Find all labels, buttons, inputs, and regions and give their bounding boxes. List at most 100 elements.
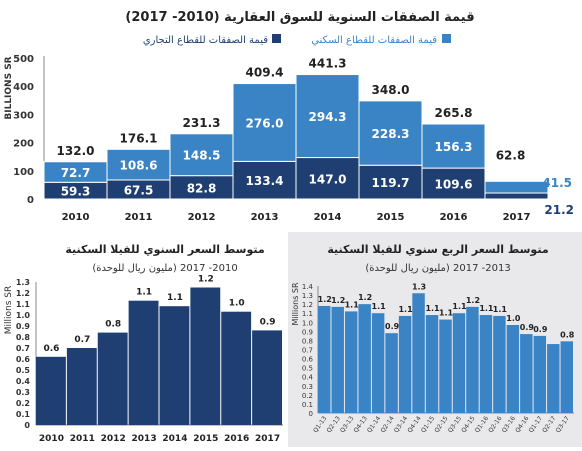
data-label: 0.7 (74, 335, 90, 345)
y-tick-label: 0.6 (16, 355, 31, 364)
bar (385, 333, 398, 413)
data-label: 1.2 (466, 296, 480, 305)
data-label-total: 62.8 (496, 148, 526, 162)
bar-commercial (421, 167, 486, 200)
data-label: 1.2 (198, 275, 214, 285)
data-label-total: 409.4 (246, 66, 284, 80)
x-tick-label: 2012 (101, 434, 126, 444)
y-tick-label: 0.5 (16, 366, 31, 375)
data-label-residential: 156.3 (435, 140, 473, 154)
y-tick-label: 0.6 (302, 356, 314, 364)
data-label: 1.0 (229, 299, 245, 309)
data-label: 1.1 (167, 293, 183, 303)
x-tick-label: 2011 (70, 434, 95, 444)
quarterly-villa-price-svg: متوسط السعر الربع سنوي للفيلا السكنية (م… (291, 243, 575, 434)
y-tick-label: 0.1 (302, 401, 313, 409)
data-label-residential: 276.0 (246, 116, 284, 130)
y-tick-label: 0.8 (302, 337, 313, 345)
chart-subtitle: (مليون ريال للوحدة) 2013- 2017 (365, 263, 510, 274)
bar (159, 306, 190, 425)
legend-swatch-residential (442, 34, 451, 43)
data-label: 1.0 (506, 314, 521, 323)
x-tick-label: 2015 (193, 434, 218, 444)
data-label-commercial: 67.5 (124, 183, 154, 197)
data-label-residential: 72.7 (61, 166, 91, 180)
bar (533, 335, 547, 413)
y-tick-label: 0.7 (16, 344, 30, 353)
x-tick-label: 2014 (162, 434, 187, 444)
data-label: 1.1 (372, 302, 387, 311)
bar-residential (295, 74, 360, 159)
legend-residential: قيمة الصفقات للقطاع السكني (311, 35, 437, 46)
bar (412, 293, 425, 413)
bar-residential (484, 180, 549, 194)
chart-title: قيمة الصفقات السنوية للسوق العقارية (201… (125, 10, 474, 25)
data-label: 1.1 (439, 309, 454, 318)
chart-title: متوسط السعر الربع سنوي للفيلا السكنية (327, 243, 548, 256)
bar (36, 356, 66, 425)
bar (466, 306, 479, 413)
y-tick-label: 400 (13, 82, 34, 93)
bar (439, 319, 452, 413)
y-axis-label: Millions SR (4, 286, 14, 335)
annual-villa-price-chart: متوسط السعر السنوي للفيلا السكنية (مليون… (0, 232, 284, 447)
data-label: 1.1 (398, 305, 413, 314)
y-tick-label: 0.9 (302, 328, 313, 336)
data-label: 1.1 (479, 304, 494, 313)
x-tick-label: 2010 (62, 212, 90, 223)
annual-villa-price-svg: متوسط السعر السنوي للفيلا السكنية (مليون… (4, 243, 283, 444)
bar-commercial (358, 164, 423, 200)
bar-commercial (484, 192, 549, 200)
y-tick-label: 0.5 (302, 365, 313, 373)
data-label: 0.8 (560, 330, 575, 339)
data-label-commercial: 147.0 (309, 172, 347, 186)
y-tick-label: 0.1 (16, 410, 31, 419)
bar-residential (232, 83, 297, 162)
data-label-residential: 108.6 (120, 159, 158, 173)
data-label: 1.1 (136, 288, 152, 298)
x-tick-label: 2010 (39, 434, 64, 444)
y-tick-label: 0 (27, 195, 34, 206)
x-tick-label: 2016 (440, 212, 468, 223)
x-tick-label: Q3-17 (555, 415, 571, 434)
bar (221, 311, 252, 425)
data-label-commercial: 119.7 (372, 176, 410, 190)
data-label-total: 265.8 (435, 106, 473, 120)
data-label: 0.9 (533, 325, 548, 334)
data-label-residential: 148.5 (183, 149, 221, 163)
data-label-residential: 41.5 (542, 176, 572, 190)
x-tick-label: 2017 (503, 212, 531, 223)
x-tick-label: 2016 (224, 434, 249, 444)
x-tick-label: 2017 (255, 434, 280, 444)
y-tick-label: 1.0 (302, 319, 313, 327)
bar (318, 305, 331, 413)
data-label-total: 441.3 (309, 57, 347, 71)
legend-swatch-commercial (272, 34, 281, 43)
x-tick-label: 2015 (377, 212, 405, 223)
data-label-commercial: 82.8 (187, 181, 217, 195)
data-label: 1.2 (318, 295, 332, 304)
data-label: 0.8 (105, 320, 121, 330)
y-tick-label: 1.1 (302, 310, 313, 318)
bar-commercial (295, 157, 360, 200)
bar (560, 341, 573, 413)
y-tick-label: 0.8 (16, 333, 31, 342)
bar-residential (169, 133, 234, 177)
y-axis-label: BILLIONS SR (4, 56, 14, 119)
data-label-residential: 228.3 (372, 127, 410, 141)
y-tick-label: 1.3 (16, 278, 30, 287)
y-tick-label: 0.9 (16, 322, 31, 331)
bar (371, 313, 385, 413)
data-label-residential: 294.3 (309, 110, 347, 124)
data-label: 1.1 (452, 302, 467, 311)
chart-subtitle: (مليون ريال للوحدة) 2010- 2017 (92, 263, 237, 274)
data-label-total: 348.0 (372, 83, 410, 97)
y-tick-label: 0.4 (302, 374, 314, 382)
data-label-total: 231.3 (183, 116, 221, 130)
y-tick-label: 200 (13, 139, 34, 150)
x-tick-label: 2012 (188, 212, 216, 223)
bar (479, 315, 493, 413)
data-label-total: 132.0 (57, 144, 95, 158)
x-tick-label: 2013 (132, 434, 157, 444)
bar (425, 315, 439, 413)
